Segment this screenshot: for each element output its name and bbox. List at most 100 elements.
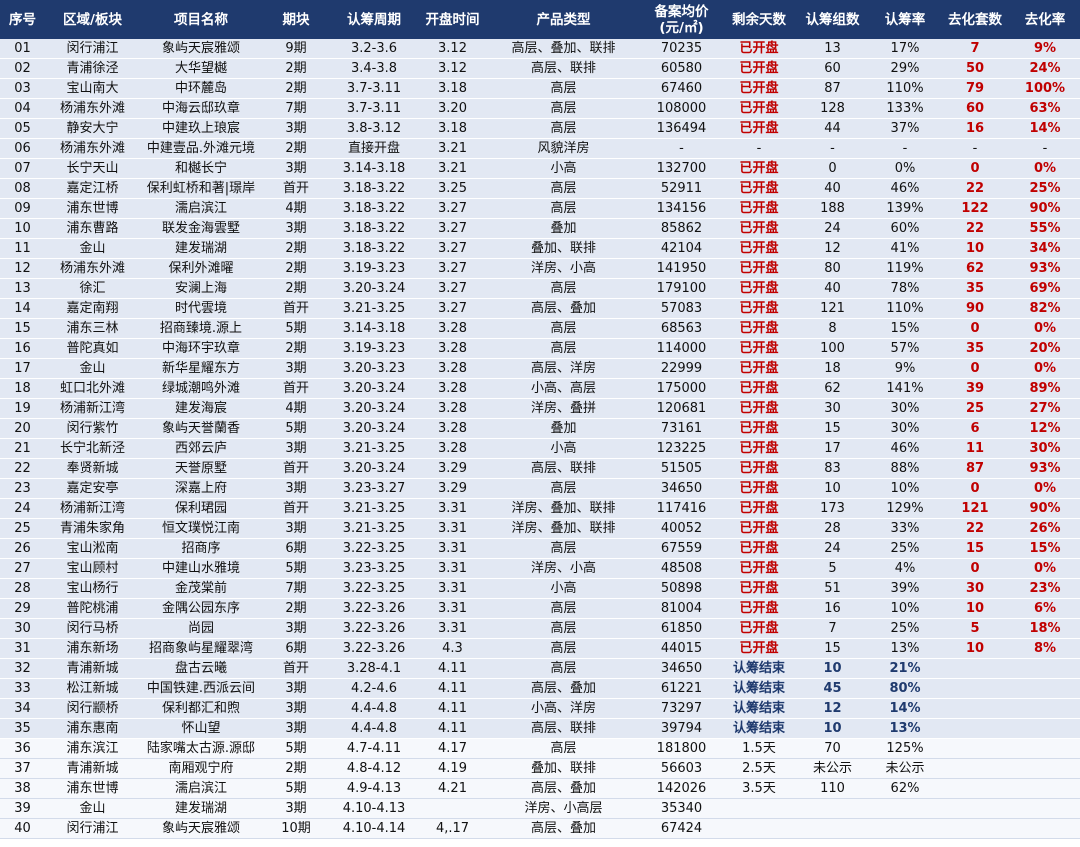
table-cell: 40052 <box>640 518 723 539</box>
table-cell: - <box>795 138 870 159</box>
table-row: 19 杨浦新江湾 建发海宸 4期 3.20-3.24 3.28 洋房、叠拼 120681 已开盘… <box>0 398 1080 419</box>
table-cell: 叠加 <box>487 418 640 439</box>
table-cell: - <box>940 138 1010 159</box>
table-cell <box>940 738 1010 759</box>
table-cell: 1.5天 <box>723 738 795 759</box>
header-cell: 认筹率 <box>870 0 940 39</box>
table-cell: 4.19 <box>418 758 487 779</box>
table-cell: 10 <box>795 478 870 499</box>
table-cell: 4.11 <box>418 718 487 739</box>
table-cell: 12 <box>795 238 870 259</box>
table-cell: 10 <box>0 218 45 239</box>
table-cell: 25% <box>1010 178 1080 199</box>
table-cell: 3.27 <box>418 278 487 299</box>
table-row: 07 长宁天山 和樾长宁 3期 3.14-3.18 3.21 小高 132700 已开盘 0 0% 0… <box>0 158 1080 179</box>
table-cell: 40 <box>0 818 45 839</box>
table-cell: 已开盘 <box>723 198 795 219</box>
table-cell: 3.12 <box>418 58 487 79</box>
table-cell: 57083 <box>640 298 723 319</box>
header-cell: 备案均价 (元/㎡) <box>640 0 723 39</box>
table-cell: 3.18-3.22 <box>330 198 418 219</box>
table-cell: 36 <box>0 738 45 759</box>
table-row: 05 静安大宁 中建玖上琅宸 3期 3.8-3.12 3.18 高层 136494 已开盘 44 3… <box>0 118 1080 139</box>
table-cell: 浦东滨江 <box>45 738 140 759</box>
table-cell <box>1010 718 1080 739</box>
table-cell: 3.12 <box>418 39 487 59</box>
table-cell: 2.5天 <box>723 758 795 779</box>
table-cell: 中建山水雅境 <box>140 558 262 579</box>
table-cell: 3.28 <box>418 338 487 359</box>
table-cell: 31 <box>0 638 45 659</box>
table-cell: 0% <box>1010 158 1080 179</box>
table-cell: 叠加 <box>487 218 640 239</box>
table-cell: 已开盘 <box>723 318 795 339</box>
table-cell: 46% <box>870 438 940 459</box>
table-cell: 4.4-4.8 <box>330 718 418 739</box>
table-cell: 金山 <box>45 358 140 379</box>
table-cell: 高层 <box>487 658 640 679</box>
table-cell: 3.22-3.25 <box>330 578 418 599</box>
table-cell: 高层 <box>487 98 640 119</box>
table-cell: 高层、叠加 <box>487 298 640 319</box>
table-cell: 55% <box>1010 218 1080 239</box>
table-cell: 杨浦东外滩 <box>45 138 140 159</box>
table-cell: 大华望樾 <box>140 58 262 79</box>
table-cell: 长宁北新泾 <box>45 438 140 459</box>
table-cell: 杨浦东外滩 <box>45 258 140 279</box>
table-cell: 90% <box>1010 198 1080 219</box>
table-cell: 50898 <box>640 578 723 599</box>
table-cell: 保利都汇和煦 <box>140 698 262 719</box>
table-row: 13 徐汇 安澜上海 2期 3.20-3.24 3.27 高层 179100 已开盘 40 78% 3… <box>0 278 1080 299</box>
table-cell: 9% <box>1010 39 1080 59</box>
header-line: 备案均价 <box>654 3 709 20</box>
header-cell: 区域/板块 <box>45 0 140 39</box>
table-cell: 14% <box>1010 118 1080 139</box>
table-cell: 青浦新城 <box>45 658 140 679</box>
table-cell: 24 <box>0 498 45 519</box>
table-cell: 33% <box>870 518 940 539</box>
table-cell <box>795 798 870 819</box>
table-cell: 39 <box>0 798 45 819</box>
table-row: 31 浦东新场 招商象屿星耀翠湾 6期 3.22-3.26 4.3 高层 44015 已开盘 15… <box>0 638 1080 659</box>
table-cell: 嘉定安亭 <box>45 478 140 499</box>
table-cell: 17% <box>870 39 940 59</box>
table-row: 29 普陀桃浦 金隅公园东序 2期 3.22-3.26 3.31 高层 81004 已开盘 16 1… <box>0 598 1080 619</box>
table-cell: 100 <box>795 338 870 359</box>
table-cell: 03 <box>0 78 45 99</box>
table-row: 30 闵行马桥 尚园 3期 3.22-3.26 3.31 高层 61850 已开盘 7 25% 5 18… <box>0 618 1080 639</box>
table-cell: 已开盘 <box>723 398 795 419</box>
table-cell: 闵行紫竹 <box>45 418 140 439</box>
table-cell: 30% <box>870 398 940 419</box>
table-cell: 93% <box>1010 258 1080 279</box>
table-cell: 建发瑞湖 <box>140 798 262 819</box>
table-cell: 0 <box>940 358 1010 379</box>
table-cell: 5期 <box>262 558 330 579</box>
table-cell: 10 <box>940 638 1010 659</box>
table-cell: 已开盘 <box>723 39 795 59</box>
table-cell: 3期 <box>262 158 330 179</box>
table-cell: 13 <box>795 39 870 59</box>
table-cell: 2期 <box>262 278 330 299</box>
table-cell: 3期 <box>262 518 330 539</box>
table-cell <box>940 778 1010 799</box>
table-cell: 3.28 <box>418 398 487 419</box>
table-cell: 13% <box>870 718 940 739</box>
table-cell: 46% <box>870 178 940 199</box>
table-cell: 3.18-3.22 <box>330 178 418 199</box>
table-cell <box>1010 818 1080 839</box>
table-cell: 洋房、叠加、联排 <box>487 518 640 539</box>
table-cell: 122 <box>940 198 1010 219</box>
table-cell: 7 <box>940 39 1010 59</box>
table-cell: 5期 <box>262 738 330 759</box>
table-cell: 78% <box>870 278 940 299</box>
table-cell: 3.29 <box>418 458 487 479</box>
table-cell: 16 <box>0 338 45 359</box>
table-row: 25 青浦朱家角 恒文璞悦江南 3期 3.21-3.25 3.31 洋房、叠加、联排 4005… <box>0 518 1080 539</box>
table-cell: 80 <box>795 258 870 279</box>
table-cell: 06 <box>0 138 45 159</box>
table-cell <box>795 818 870 839</box>
table-cell: 3.19-3.23 <box>330 338 418 359</box>
table-row: 01 闵行浦江 象屿天宸雅颂 9期 3.2-3.6 3.12 高层、叠加、联排 70235 已开… <box>0 39 1080 59</box>
table-cell: 22 <box>940 218 1010 239</box>
table-cell: 10% <box>870 598 940 619</box>
